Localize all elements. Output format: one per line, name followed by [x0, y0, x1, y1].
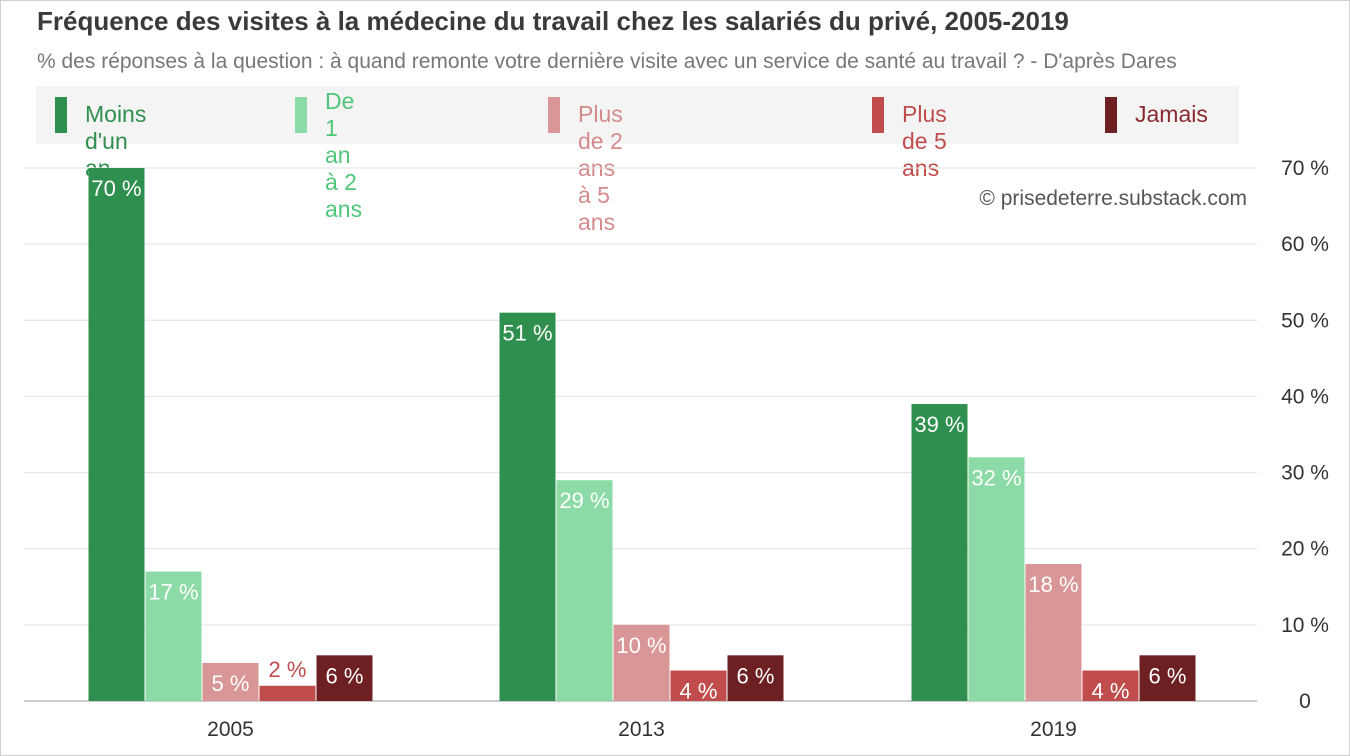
- y-tick-label: 0: [1299, 690, 1311, 713]
- bar: [259, 685, 316, 701]
- bar-value-label: 29 %: [559, 488, 609, 513]
- bar-value-label: 70 %: [91, 176, 141, 201]
- bar-value-label: 32 %: [971, 465, 1021, 490]
- bar-value-label: 4 %: [680, 679, 718, 704]
- y-tick-label: 70 %: [1281, 157, 1329, 180]
- bar: [202, 662, 259, 701]
- bar: [968, 457, 1025, 701]
- y-tick-label: 50 %: [1281, 309, 1329, 332]
- x-tick-label: 2005: [207, 718, 254, 741]
- bar: [1139, 655, 1196, 701]
- legend-swatch: [548, 97, 560, 133]
- bar: [613, 624, 670, 701]
- bar: [727, 655, 784, 701]
- chart-subtitle: % des réponses à la question : à quand r…: [37, 50, 1177, 73]
- bar-value-label: 5 %: [212, 671, 250, 696]
- y-tick-label: 10 %: [1281, 614, 1329, 637]
- bar: [145, 571, 202, 701]
- bar-value-label: 6 %: [326, 663, 364, 688]
- legend-label: De 1 an à 2 ans: [325, 88, 363, 222]
- y-tick-label: 30 %: [1281, 462, 1329, 485]
- legend-label: Jamais: [1135, 101, 1208, 127]
- bar: [1025, 563, 1082, 701]
- legend-label: Plus de 2 ans à 5 ans: [578, 101, 623, 235]
- bar: [316, 655, 373, 701]
- y-tick-label: 20 %: [1281, 538, 1329, 561]
- bar: [1082, 670, 1139, 701]
- bar: [670, 670, 727, 701]
- bar-value-label: 39 %: [914, 412, 964, 437]
- bar-value-label: 6 %: [737, 663, 775, 688]
- bar-value-label: 18 %: [1028, 572, 1078, 597]
- bar: [911, 404, 968, 701]
- legend-swatch: [295, 97, 307, 133]
- bar-value-label: 6 %: [1149, 663, 1187, 688]
- y-tick-label: 60 %: [1281, 233, 1329, 256]
- bar-value-label: 4 %: [1092, 679, 1130, 704]
- bar: [88, 168, 145, 701]
- bar: [499, 312, 556, 701]
- legend-swatch: [1105, 97, 1117, 133]
- legend-swatch: [55, 97, 67, 133]
- chart-title: Fréquence des visites à la médecine du t…: [37, 6, 1069, 36]
- bar-value-label: 10 %: [616, 633, 666, 658]
- x-tick-label: 2013: [618, 718, 665, 741]
- legend-swatch: [872, 97, 884, 133]
- bar: [556, 480, 613, 701]
- bar-value-label: 51 %: [502, 321, 552, 346]
- watermark-text: © prisedeterre.substack.com: [979, 187, 1247, 210]
- y-tick-label: 40 %: [1281, 385, 1329, 408]
- bar-value-label: 2 %: [269, 657, 307, 682]
- x-tick-label: 2019: [1030, 718, 1077, 741]
- bar-value-label: 17 %: [148, 580, 198, 605]
